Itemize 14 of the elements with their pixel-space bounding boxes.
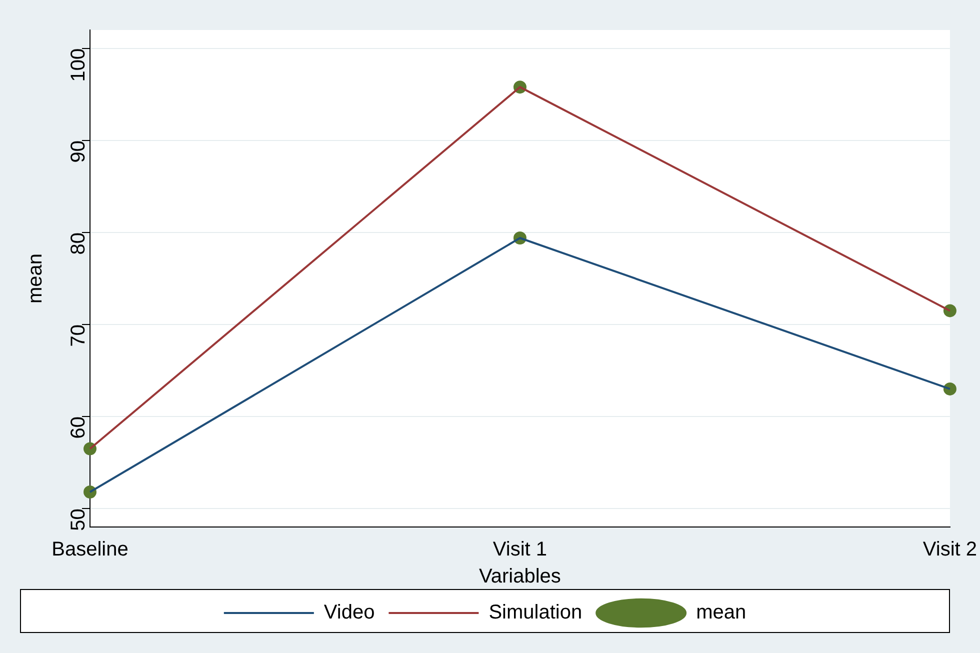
x-tick-label: Visit 1 xyxy=(492,538,548,561)
legend-label: mean xyxy=(696,602,746,624)
y-tick-label: 100 xyxy=(68,48,90,82)
y-tick-label: 80 xyxy=(68,232,90,255)
y-tick-label: 90 xyxy=(68,140,90,163)
legend-label: Simulation xyxy=(488,602,582,624)
x-tick-label: Visit 2 xyxy=(922,538,978,561)
y-tick-label: 60 xyxy=(68,416,90,439)
x-axis-title: Variables xyxy=(479,566,561,588)
legend-label: Video xyxy=(324,602,375,624)
y-axis-title: mean xyxy=(24,253,47,304)
y-tick-label: 50 xyxy=(68,508,90,531)
x-tick-label: Baseline xyxy=(52,538,128,561)
y-tick-label: 70 xyxy=(68,324,90,347)
